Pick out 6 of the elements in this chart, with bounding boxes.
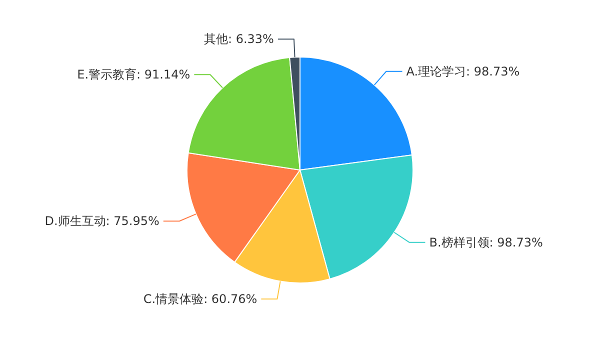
slice-label: B.榜样引领: 98.73% <box>429 235 543 250</box>
slice-label: A.理论学习: 98.73% <box>406 64 520 78</box>
slice-label: E.警示教育: 91.14% <box>77 68 190 82</box>
slice-label: 其他: 6.33% <box>204 32 274 46</box>
slice-label: C.情景体验: 60.76% <box>143 292 258 306</box>
slice-label: D.师生互动: 75.95% <box>44 214 160 228</box>
